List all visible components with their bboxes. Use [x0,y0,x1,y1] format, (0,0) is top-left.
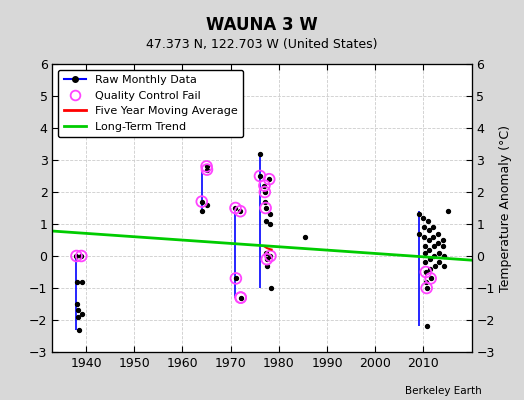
Point [198,198,206,205]
Point [72,253,81,259]
Point [434,250,443,256]
Point [78,278,86,285]
Point [266,253,275,259]
Point [430,243,438,250]
Text: Berkeley Earth: Berkeley Earth [406,386,482,396]
Point [255,150,264,157]
Point [266,221,274,227]
Point [236,208,245,214]
Point [439,237,447,243]
Point [232,275,240,282]
Point [77,253,85,259]
Point [232,275,240,282]
Point [267,285,275,291]
Point [440,262,448,269]
Point [198,198,206,205]
Point [263,256,271,262]
Point [420,224,428,230]
Point [430,253,439,259]
Point [261,198,269,205]
Point [263,256,271,262]
Point [414,211,423,218]
Point [203,166,211,173]
Point [202,163,211,170]
Point [73,301,82,307]
Point [422,285,431,291]
Point [260,189,269,195]
Point [430,262,439,269]
Point [266,253,275,259]
Point [421,259,430,266]
Point [263,262,271,269]
Point [420,234,429,240]
Point [265,176,274,182]
Point [203,166,211,173]
Point [265,176,274,182]
Point [429,234,438,240]
Point [439,243,447,250]
Point [231,205,239,211]
Point [236,294,245,301]
Point [422,269,430,275]
Point [77,253,85,259]
Point [266,211,274,218]
Point [422,269,430,275]
Point [202,163,211,170]
Point [421,250,429,256]
Point [73,278,81,285]
Point [435,259,443,266]
Point [424,227,433,234]
Point [424,218,432,224]
Point [261,205,270,211]
Point [427,275,435,282]
Legend: Raw Monthly Data, Quality Control Fail, Five Year Moving Average, Long-Term Tren: Raw Monthly Data, Quality Control Fail, … [58,70,243,137]
Point [78,310,86,317]
Point [427,275,435,282]
Point [301,234,310,240]
Point [429,224,437,230]
Point [261,205,270,211]
Point [425,237,433,243]
Point [262,218,270,224]
Point [260,189,269,195]
Point [236,294,245,301]
Point [422,278,430,285]
Point [231,205,239,211]
Point [422,285,431,291]
Point [425,246,434,253]
Point [203,202,212,208]
Point [425,256,434,262]
Point [260,182,269,189]
Point [443,208,452,214]
Point [260,182,269,189]
Point [256,173,264,179]
Point [426,266,434,272]
Text: 47.373 N, 122.703 W (United States): 47.373 N, 122.703 W (United States) [146,38,378,51]
Point [423,323,431,330]
Point [236,294,245,301]
Point [73,307,82,314]
Point [74,314,82,320]
Point [434,230,442,237]
Point [72,253,81,259]
Point [420,243,429,250]
Point [415,230,423,237]
Point [439,253,447,259]
Point [434,240,442,246]
Point [74,326,83,333]
Point [198,208,206,214]
Point [419,214,428,221]
Point [236,208,245,214]
Text: WAUNA 3 W: WAUNA 3 W [206,16,318,34]
Point [262,250,270,256]
Y-axis label: Temperature Anomaly (°C): Temperature Anomaly (°C) [499,124,512,292]
Point [256,173,264,179]
